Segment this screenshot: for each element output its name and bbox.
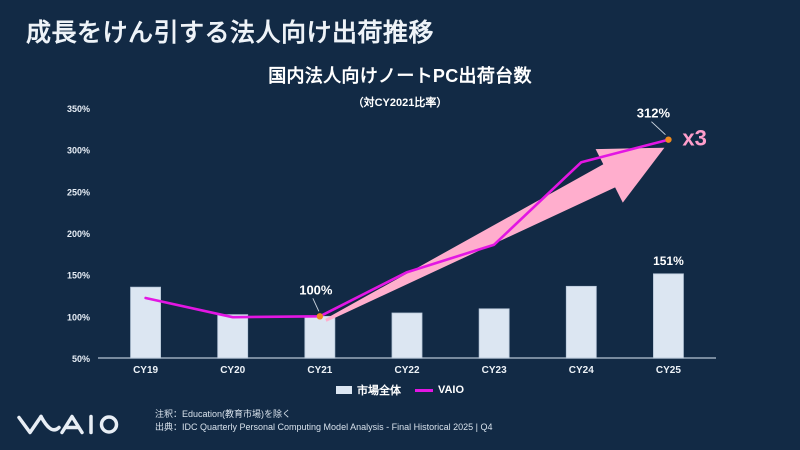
bar-CY20[interactable]	[217, 314, 249, 359]
bar-CY25[interactable]	[653, 273, 684, 359]
growth-arrow	[325, 147, 665, 322]
x-axis-label-CY19: CY19	[133, 365, 158, 376]
vaio-data-label-CY25: 312%	[637, 106, 671, 121]
y-axis-tick-label: 150%	[67, 271, 90, 281]
x-axis-label-CY23: CY23	[482, 365, 507, 376]
bar-CY24[interactable]	[565, 285, 597, 359]
y-axis-tick-label: 100%	[67, 312, 90, 322]
x-axis-label-CY20: CY20	[220, 365, 245, 376]
bar-data-label-CY25: 151%	[653, 254, 684, 268]
x-axis-label-CY24: CY24	[569, 365, 594, 376]
footnotes: 注釈：Education(教育市場)を除く 出典：IDC Quarterly P…	[155, 408, 492, 434]
x-axis-label-CY22: CY22	[394, 365, 419, 376]
vaio-marker-CY21[interactable]	[316, 313, 324, 320]
vaio-marker-CY25[interactable]	[665, 136, 672, 143]
chart-title: 国内法人向けノートPC出荷台数	[268, 66, 532, 86]
vaio-data-label-CY21: 100%	[299, 282, 333, 297]
callout-leader-CY25	[651, 121, 666, 135]
y-axis-tick-label: 300%	[67, 146, 90, 156]
y-axis-tick-label: 200%	[67, 229, 90, 239]
legend-label-market: 市場全体	[356, 385, 401, 397]
vaio-line-path[interactable]	[144, 138, 670, 319]
chart-legend: 市場全体 VAIO	[0, 382, 800, 398]
legend-bar-swatch-icon	[335, 386, 352, 394]
y-axis-tick-label: 50%	[72, 354, 90, 364]
bar-CY21[interactable]	[304, 315, 336, 359]
bar-CY23[interactable]	[478, 308, 510, 359]
multiplier-annotation: x3	[682, 126, 706, 151]
y-axis-tick-label: 350%	[67, 104, 90, 114]
legend-item-market[interactable]: 市場全体	[335, 382, 401, 398]
x-axis-label-CY25: CY25	[656, 365, 681, 376]
slide-title: 成長をけん引する法人向け出荷推移	[26, 19, 435, 47]
legend-item-vaio[interactable]: VAIO	[414, 384, 465, 396]
vaio-logo	[17, 414, 119, 435]
legend-label-vaio: VAIO	[437, 384, 465, 396]
bar-CY22[interactable]	[391, 312, 423, 359]
growth-arrow-shape	[325, 147, 665, 322]
x-axis-labels: CY19 CY20 CY21 CY22 CY23 CY24 CY25	[133, 365, 681, 376]
footnote-source: 出典：IDC Quarterly Personal Computing Mode…	[155, 422, 493, 432]
line-series	[144, 136, 672, 320]
callout-leader-CY21	[312, 298, 320, 312]
y-axis-tick-label: 250%	[67, 187, 90, 197]
bar-series	[130, 273, 684, 359]
x-axis-label-CY21: CY21	[307, 365, 332, 376]
y-axis-ticks: 350% 300% 250% 200% 150% 100% 50%	[67, 104, 716, 364]
footnote-note: 注釈：Education(教育市場)を除く	[155, 409, 292, 419]
chart-subtitle: （対CY2021比率）	[352, 97, 448, 109]
data-labels: 151% 100% 312% x3	[299, 106, 707, 312]
legend-line-swatch-icon	[414, 388, 433, 392]
